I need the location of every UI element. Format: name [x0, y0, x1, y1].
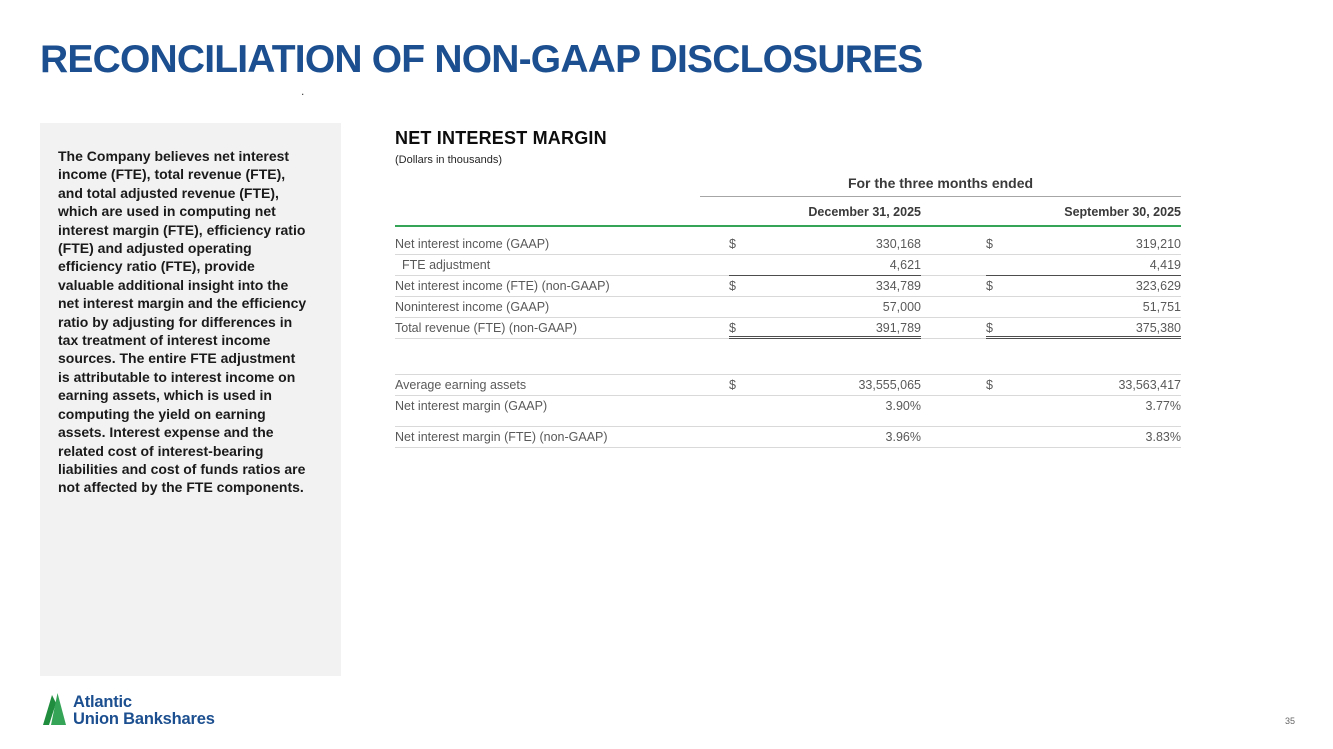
row-gap: [395, 416, 1181, 426]
period-header-row: For the three months ended: [395, 175, 1181, 197]
table-row-net-interest-margin-fte: Net interest margin (FTE) (non-GAAP) 3.9…: [395, 426, 1181, 448]
value-sep: 3.77%: [1145, 399, 1181, 413]
dollar-sign: $: [986, 227, 1010, 255]
value-dec: 3.90%: [885, 399, 921, 413]
column-gap: [921, 276, 986, 297]
dollar-sign: $: [986, 276, 1010, 297]
dollar-sign: $: [729, 318, 753, 339]
value-sep: 51,751: [1010, 297, 1181, 318]
dollar-sign: [986, 255, 1010, 276]
dollar-sign: [729, 396, 753, 416]
value-sep: 33,563,417: [1010, 374, 1181, 396]
value-sep: 319,210: [1010, 227, 1181, 255]
section-gap: [395, 339, 1181, 374]
brand-footer: Atlantic Union Bankshares: [42, 692, 215, 730]
table-row-noninterest-income-gaap: Noninterest income (GAAP) 57,000 51,751: [395, 297, 1181, 318]
header-gap: [921, 197, 986, 225]
value-dec: 57,000: [753, 297, 921, 318]
table-row-average-earning-assets: Average earning assets $ 33,555,065 $ 33…: [395, 374, 1181, 396]
row-label: Net interest margin (FTE) (non-GAAP): [395, 426, 729, 448]
column-gap: [921, 227, 986, 255]
dollar-sign: [986, 396, 1010, 416]
value-sep: 323,629: [1010, 276, 1181, 297]
dollar-sign: $: [986, 374, 1010, 396]
column-gap: [921, 396, 986, 416]
value-sep: 3.83%: [1010, 426, 1181, 448]
section-heading: NET INTEREST MARGIN: [395, 128, 607, 148]
value-dec: 330,168: [753, 227, 921, 255]
table-row-net-interest-margin-gaap: Net interest margin (GAAP) 3.90% 3.77%: [395, 396, 1181, 416]
value-sep: 4,419: [1010, 255, 1181, 276]
title-period-mark: .: [301, 84, 305, 98]
dollar-sign: $: [986, 318, 1010, 339]
dollar-sign: [729, 426, 753, 448]
table-header-row: December 31, 2025 September 30, 2025: [395, 197, 1181, 227]
table-row-net-interest-income-gaap: Net interest income (GAAP) $ 330,168 $ 3…: [395, 227, 1181, 255]
row-label: Total revenue (FTE) (non-GAAP): [395, 318, 729, 339]
column-gap: [921, 255, 986, 276]
table-row-net-interest-income-fte: Net interest income (FTE) (non-GAAP) $ 3…: [395, 276, 1181, 297]
value-sep: 375,380: [1010, 318, 1181, 339]
value-dec: 4,621: [753, 255, 921, 276]
commentary-text: The Company believes net interest income…: [58, 148, 307, 496]
dollar-sign: [986, 297, 1010, 318]
row-label: Average earning assets: [395, 374, 729, 396]
column-header-dec: December 31, 2025: [808, 205, 921, 219]
header-spacer: [395, 197, 729, 225]
commentary-panel: The Company believes net interest income…: [40, 123, 341, 676]
net-interest-margin-section: NET INTEREST MARGIN (Dollars in thousand…: [395, 128, 1181, 448]
column-gap: [921, 297, 986, 318]
column-header-sep: September 30, 2025: [1064, 205, 1181, 219]
brand-line1: Atlantic: [73, 693, 132, 712]
row-label: Net interest income (GAAP): [395, 227, 729, 255]
table-row-total-revenue-fte: Total revenue (FTE) (non-GAAP) $ 391,789…: [395, 318, 1181, 339]
column-gap: [921, 426, 986, 448]
dollar-sign: $: [729, 227, 753, 255]
page-number: 35: [1284, 716, 1295, 726]
dollar-sign: [729, 255, 753, 276]
atlantic-union-logo-icon: [42, 692, 66, 730]
table-body: Net interest income (GAAP) $ 330,168 $ 3…: [395, 227, 1181, 448]
column-gap: [921, 318, 986, 339]
period-header: For the three months ended: [700, 175, 1181, 197]
dollar-sign: $: [729, 374, 753, 396]
row-label: Net interest margin (GAAP): [395, 399, 548, 413]
dollar-sign: [986, 426, 1010, 448]
row-label: FTE adjustment: [395, 255, 729, 276]
value-dec: 33,555,065: [753, 374, 921, 396]
brand-name: Atlantic Union Bankshares: [73, 694, 215, 728]
row-label: Net interest income (FTE) (non-GAAP): [395, 276, 729, 297]
page-title: RECONCILIATION OF NON-GAAP DISCLOSURES: [40, 38, 923, 81]
column-gap: [921, 374, 986, 396]
value-dec: 391,789: [753, 318, 921, 339]
row-label: Noninterest income (GAAP): [395, 297, 729, 318]
value-dec: 334,789: [753, 276, 921, 297]
period-spacer: [395, 175, 700, 197]
value-dec: 3.96%: [753, 426, 921, 448]
units-note: (Dollars in thousands): [395, 154, 502, 166]
table-row-fte-adjustment: FTE adjustment 4,621 4,419: [395, 255, 1181, 276]
dollar-sign: [729, 297, 753, 318]
brand-line2: Union Bankshares: [73, 710, 215, 728]
dollar-sign: $: [729, 276, 753, 297]
